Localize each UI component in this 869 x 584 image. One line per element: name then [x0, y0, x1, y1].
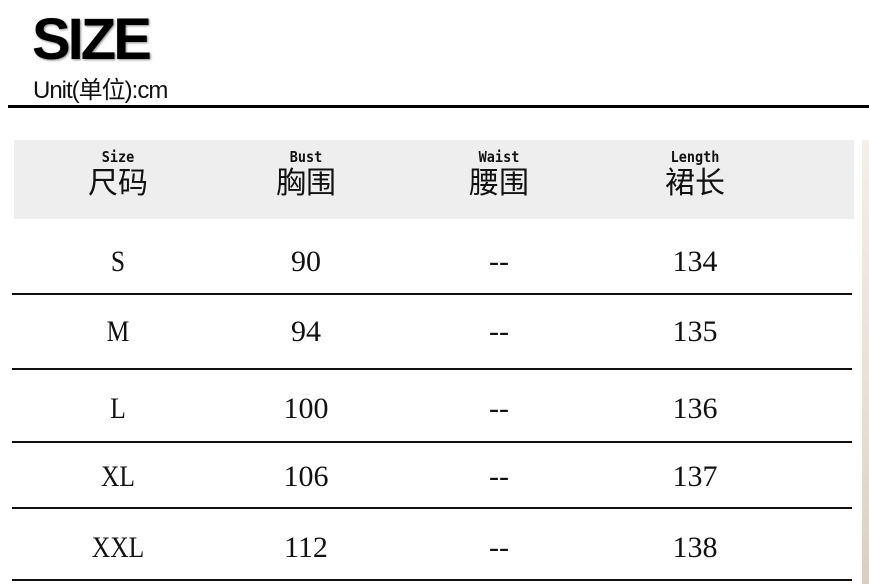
cell-waist: -- — [489, 460, 509, 493]
cell-length: 137 — [672, 460, 718, 493]
cell-bust: 100 — [283, 392, 329, 425]
cell-size: XL — [101, 460, 135, 493]
cell-bust: 90 — [291, 245, 321, 278]
cell-bust: 112 — [284, 531, 328, 564]
header-bust-en: Bust — [289, 148, 323, 166]
cell-size: S — [110, 245, 126, 278]
cell-length: 135 — [672, 315, 718, 348]
header-size-zh: 尺码 — [88, 166, 148, 201]
row-divider — [12, 368, 852, 370]
header-size: Size 尺码 — [38, 148, 198, 202]
header-waist-en: Waist — [478, 148, 520, 166]
cell-waist: -- — [489, 245, 509, 278]
table-header: Size 尺码 Bust 胸围 Waist 腰围 Length 裙长 — [14, 140, 854, 219]
unit-label: Unit(单位):cm — [33, 77, 168, 104]
cell-waist: -- — [489, 315, 509, 348]
cell-size: XXL — [91, 531, 145, 564]
header-waist-zh: 腰围 — [469, 166, 529, 201]
page-title: SIZE — [32, 7, 152, 72]
cell-waist: -- — [489, 392, 509, 425]
product-photo-edge — [862, 140, 869, 584]
cell-size: L — [110, 392, 126, 425]
row-divider — [12, 579, 852, 581]
header-length-en: Length — [670, 148, 720, 166]
cell-size: M — [106, 315, 130, 348]
cell-bust: 94 — [291, 315, 321, 348]
header-length: Length 裙长 — [615, 148, 775, 202]
header-length-zh: 裙长 — [665, 166, 725, 201]
header-size-en: Size — [101, 148, 135, 166]
cell-bust: 106 — [283, 460, 329, 493]
cell-waist: -- — [489, 531, 509, 564]
header-bust: Bust 胸围 — [226, 148, 386, 202]
title-divider — [8, 105, 869, 108]
cell-length: 134 — [672, 245, 718, 278]
cell-length: 138 — [672, 531, 718, 564]
row-divider — [12, 507, 852, 509]
header-bust-zh: 胸围 — [276, 166, 336, 201]
row-divider — [12, 441, 852, 443]
cell-length: 136 — [672, 392, 718, 425]
row-divider — [12, 293, 852, 295]
header-waist: Waist 腰围 — [419, 148, 579, 202]
